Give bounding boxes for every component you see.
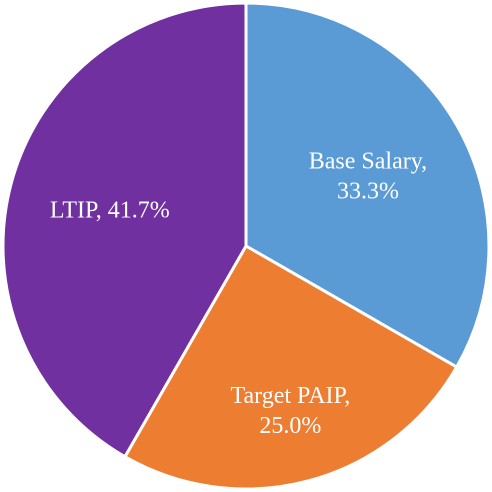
data-label-line: Target PAIP,	[231, 383, 351, 409]
data-label-line: Base Salary,	[309, 148, 427, 174]
pie-slice-base-salary	[244, 1, 491, 370]
labels-layer: Base Salary, 33.3% Target PAIP, 25.0% LTIP, …	[50, 148, 427, 439]
data-label-line: 25.0%	[259, 413, 321, 439]
data-label-line: 33.3%	[337, 178, 399, 204]
pie-slice-ltip	[1, 1, 248, 459]
pie-slice-target-paip	[122, 243, 459, 491]
data-label-ltip: LTIP, 41.7%	[50, 198, 170, 224]
data-label-target-paip: Target PAIP, 25.0%	[231, 383, 351, 439]
data-label-line: LTIP, 41.7%	[50, 198, 170, 224]
data-label-base-salary: Base Salary, 33.3%	[309, 148, 427, 204]
